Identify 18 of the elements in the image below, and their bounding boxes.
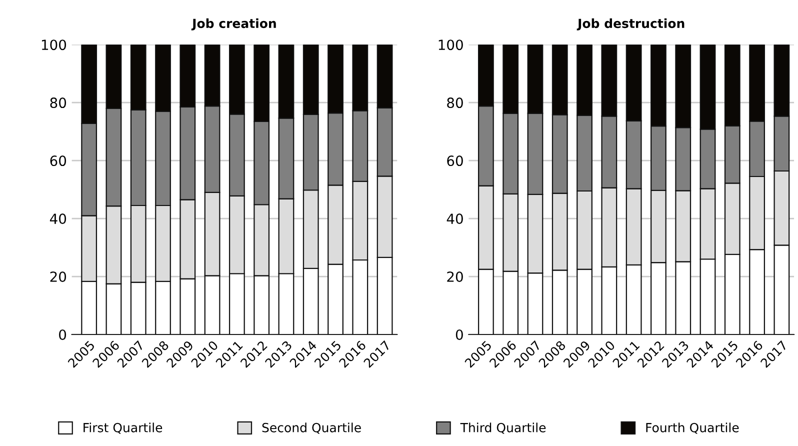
legend-label: Third Quartile — [460, 422, 546, 434]
chart-title: Job creation — [191, 18, 276, 30]
y-tick-label: 0 — [456, 329, 463, 340]
y-tick-label: 60 — [447, 156, 463, 166]
y-tick-label: 20 — [50, 271, 66, 282]
legend-label: Second Quartile — [262, 422, 361, 434]
y-tick-label: 40 — [50, 214, 66, 224]
legend-label: Fourth Quartile — [646, 422, 739, 434]
y-tick-label: 20 — [447, 271, 463, 282]
legend-label: First Quartile — [84, 422, 162, 434]
y-tick-label: 60 — [50, 156, 66, 166]
chart-title: Job destruction — [576, 18, 684, 30]
y-tick-label: 80 — [50, 98, 66, 108]
y-tick-label: 100 — [42, 40, 66, 50]
y-tick-label: 40 — [446, 214, 463, 224]
y-tick-label: 80 — [447, 98, 463, 108]
y-tick-label: 100 — [438, 40, 463, 50]
y-tick-label: 0 — [59, 329, 66, 340]
